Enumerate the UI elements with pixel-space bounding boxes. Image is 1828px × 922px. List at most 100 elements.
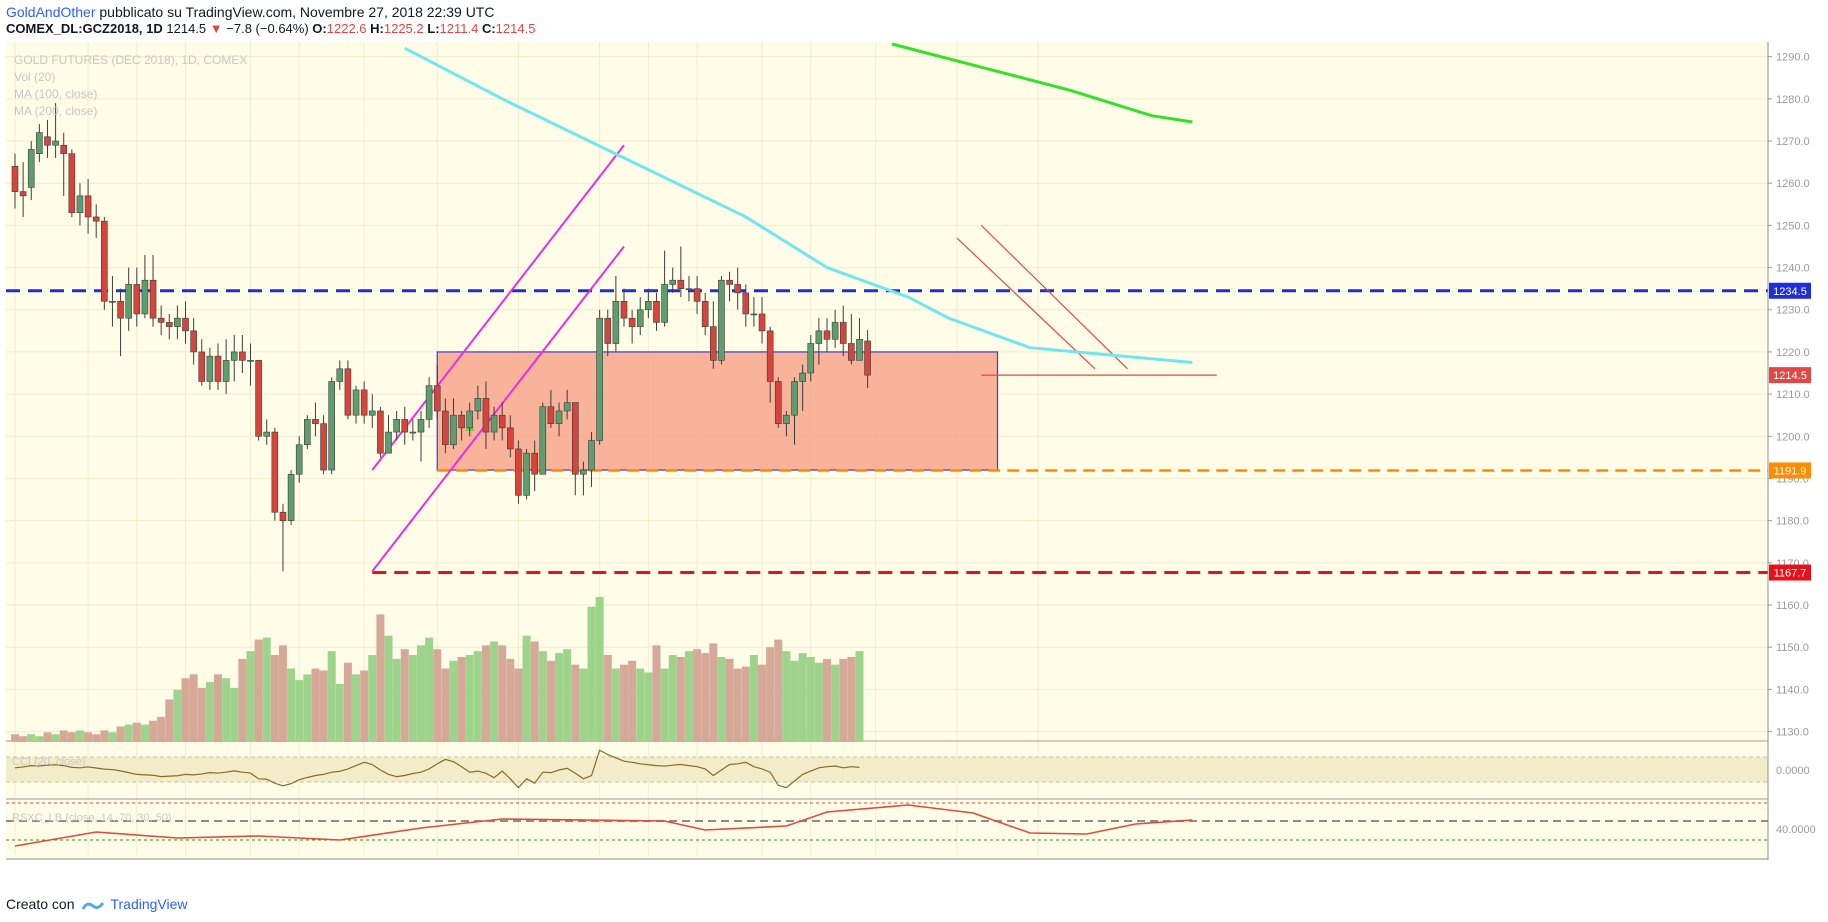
candle-body [661,284,668,323]
volume-bar [100,730,109,742]
candle-body [165,322,173,327]
volume-bar [839,658,848,742]
rsi-tick-label: 40.0000 [1776,824,1816,836]
volume-bar [676,656,685,742]
volume-bar [514,668,523,742]
last-price: 1214.5 [166,21,207,36]
candle-body [669,279,677,285]
price-tick-label: 1230.0 [1776,305,1810,317]
candle-body [531,452,538,475]
volume-bar [798,653,807,742]
volume-bar [814,662,823,742]
author-link[interactable]: GoldAndOther [6,4,96,20]
volume-bar [352,674,361,742]
candle-body [328,381,335,471]
candle-body [766,330,774,382]
volume-bar [522,635,531,742]
price-tick-label: 1180.0 [1776,516,1809,528]
candle-body [555,410,563,424]
volume-bar [684,651,693,742]
candle-body [523,452,530,496]
candle-body [190,330,197,353]
candle-body [157,317,165,323]
volume-bar [27,734,36,742]
price-tick-label: 1270.0 [1776,136,1810,148]
volume-bar [603,655,612,742]
candle-body [198,351,206,382]
price-tick-label: 1140.0 [1776,684,1809,696]
candle-body [125,284,132,319]
volume-bar [595,597,604,742]
channel-line-lower [371,245,625,572]
legend-ma200: MA (200, close) [14,104,97,118]
candle-body [507,427,514,450]
candle-body [563,402,571,412]
close-value: 1214.5 [495,21,536,36]
candle-body [580,469,587,475]
candle-body [263,431,271,437]
footer: Creato con TradingView [6,896,188,912]
candle-body [693,288,701,302]
candle-body [547,406,555,424]
volume-bar [498,645,507,742]
candle-body [344,368,352,416]
volume-bar [319,670,328,742]
tradingview-logo-icon[interactable] [82,899,105,911]
volume-bar [749,655,758,742]
legend-rsi: RSXC_LB (close, 14, 70, 30, 50) [12,812,172,824]
candle-body [230,351,238,361]
candle-body [774,381,782,424]
candle-body [636,309,644,327]
volume-bar [384,635,393,742]
volume-bar [417,645,425,742]
volume-bars [11,597,864,742]
volume-bar [620,664,628,742]
volume-bar [11,734,19,742]
resistance-price-tag-bg [1769,282,1811,299]
candle-body [149,279,157,319]
candle-body [247,360,254,362]
volume-bar [701,653,710,742]
price-tick-label: 1280.0 [1776,94,1810,106]
candle-body [336,368,344,382]
candle-body [133,284,141,315]
candle-body [515,448,522,496]
volume-bar [465,655,474,742]
volume-bar [693,649,702,742]
volume-bar [823,658,831,742]
candle-body [182,317,189,332]
volume-bar [758,664,767,742]
candle-body [433,385,441,412]
volume-bar [238,658,247,742]
volume-bar [457,656,466,742]
candle-body [84,195,92,218]
volume-bar [173,689,182,742]
volume-bar [246,651,255,742]
candle-body [856,338,863,361]
candle-body [758,313,766,332]
candle-body [742,292,750,315]
volume-bar [75,730,84,742]
resistance-price-tag: 1234.5 [1773,286,1807,298]
symbol-label: COMEX_DL:GCZ2018, 1D [6,21,163,36]
volume-bar [490,641,499,742]
candle-body [718,279,725,361]
publisher-line: GoldAndOther pubblicato su TradingView.c… [6,4,494,20]
candle-body [214,355,222,382]
high-value: 1225.2 [383,21,424,36]
price-tick-label: 1220.0 [1776,347,1810,359]
wedge-line [956,237,1096,370]
volume-bar [668,655,677,742]
volume-bar [530,641,539,742]
candle-body [750,313,758,316]
tradingview-link[interactable]: TradingView [110,896,188,912]
volume-bar [262,637,271,742]
candle-body [450,414,457,446]
candle-body [799,372,806,382]
close-label: C: [481,21,496,36]
candle-body [239,351,246,361]
price-axis: 1290.0 1280.0 1270.0 1260.0 1250.0 1240.0 1230… [1767,42,1811,860]
price-tick-label: 1200.0 [1776,431,1810,443]
candle-body [677,279,685,289]
